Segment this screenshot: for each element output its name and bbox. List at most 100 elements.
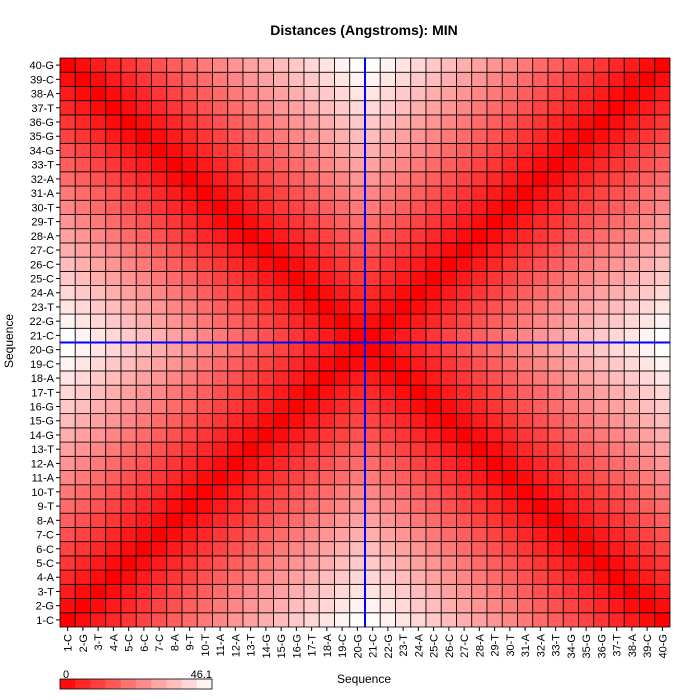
heatmap-cell (425, 199, 442, 215)
heatmap-cell (532, 555, 549, 571)
y-tick-label: 31-A (31, 188, 55, 200)
heatmap-cell (212, 512, 229, 528)
heatmap-cell (578, 285, 595, 301)
heatmap-cell (547, 398, 564, 415)
heatmap-cell (379, 398, 396, 415)
heatmap-cell (364, 270, 381, 287)
heatmap-cell (501, 313, 518, 329)
heatmap-cell (349, 199, 366, 215)
heatmap-cell (425, 427, 442, 443)
heatmap-cell (471, 57, 488, 73)
heatmap-cell (547, 612, 564, 628)
heatmap-cell (227, 327, 244, 343)
heatmap-cell (120, 555, 137, 571)
heatmap-cell (318, 128, 335, 144)
heatmap-cell (74, 598, 91, 614)
heatmap-cell (151, 199, 168, 215)
heatmap-cell (395, 370, 412, 386)
heatmap-cell (349, 185, 366, 201)
heatmap-cell (288, 455, 305, 471)
heatmap-cell (227, 427, 244, 443)
heatmap-cell (578, 185, 595, 201)
heatmap-cell (120, 114, 137, 130)
heatmap-cell (257, 57, 274, 73)
heatmap-cell (410, 299, 427, 315)
heatmap-cell (318, 342, 335, 358)
heatmap-cell (364, 171, 381, 187)
heatmap-cell (227, 541, 244, 557)
heatmap-cell (517, 569, 534, 585)
heatmap-cell (181, 86, 198, 102)
heatmap-cell (273, 114, 290, 130)
x-tick-label: 13-T (246, 634, 258, 657)
heatmap-cell (105, 199, 122, 215)
heatmap-cell (395, 214, 412, 230)
heatmap-cell (166, 114, 183, 130)
heatmap-cell (532, 313, 549, 329)
heatmap-cell (562, 342, 579, 358)
heatmap-cell (90, 299, 107, 315)
heatmap-cell (166, 527, 183, 543)
heatmap-cell (74, 427, 91, 443)
heatmap-cell (273, 299, 290, 315)
heatmap-cell (120, 370, 137, 386)
heatmap-cell (135, 541, 152, 557)
heatmap-cell (440, 370, 457, 386)
heatmap-cell (334, 228, 351, 244)
heatmap-cell (349, 598, 366, 614)
heatmap-cell (547, 128, 564, 144)
heatmap-cell (181, 384, 198, 400)
heatmap-cell (273, 484, 290, 500)
heatmap-cell (135, 342, 152, 358)
heatmap-cell (74, 242, 91, 258)
heatmap-cell (74, 228, 91, 244)
heatmap-cell (288, 57, 305, 73)
heatmap-cell (74, 214, 91, 230)
heatmap-cell (105, 413, 122, 429)
heatmap-cell (227, 214, 244, 230)
heatmap-cell (59, 342, 76, 358)
heatmap-cell (364, 569, 381, 585)
heatmap-cell (654, 313, 671, 329)
heatmap-cell (486, 370, 503, 386)
heatmap-cell (59, 100, 76, 116)
heatmap-cell (120, 583, 137, 599)
heatmap-cell (166, 427, 183, 443)
heatmap-cell (334, 285, 351, 301)
heatmap-cell (120, 512, 137, 528)
heatmap-cell (59, 555, 76, 571)
heatmap-cell (364, 398, 381, 415)
heatmap-cell (456, 114, 473, 130)
heatmap-cell (593, 512, 610, 528)
heatmap-cell (166, 555, 183, 571)
heatmap-cell (288, 470, 305, 486)
heatmap-cell (456, 555, 473, 571)
heatmap-cell (318, 185, 335, 201)
heatmap-cell (379, 484, 396, 500)
heatmap-cell (456, 512, 473, 528)
heatmap-cell (471, 86, 488, 102)
heatmap-cell (196, 71, 213, 87)
heatmap-cell (608, 100, 625, 116)
heatmap-cell (593, 171, 610, 187)
heatmap-cell (456, 527, 473, 543)
heatmap-cell (456, 413, 473, 429)
heatmap-cell (440, 470, 457, 486)
heatmap-cell (379, 427, 396, 443)
heatmap-cell (379, 228, 396, 244)
heatmap-cell (349, 256, 366, 272)
heatmap-cell (318, 470, 335, 486)
heatmap-cell (273, 427, 290, 443)
heatmap-cell (456, 86, 473, 102)
heatmap-cell (593, 470, 610, 486)
heatmap-cell (623, 171, 640, 187)
heatmap-cell (654, 398, 671, 415)
heatmap-cell (578, 455, 595, 471)
heatmap-cell (212, 100, 229, 116)
heatmap-cell (120, 612, 137, 628)
heatmap-cell (471, 569, 488, 585)
heatmap-cell (486, 327, 503, 343)
heatmap-cell (59, 527, 76, 543)
x-tick-label: 29-T (490, 634, 502, 657)
y-tick-label: 7-C (36, 530, 54, 542)
